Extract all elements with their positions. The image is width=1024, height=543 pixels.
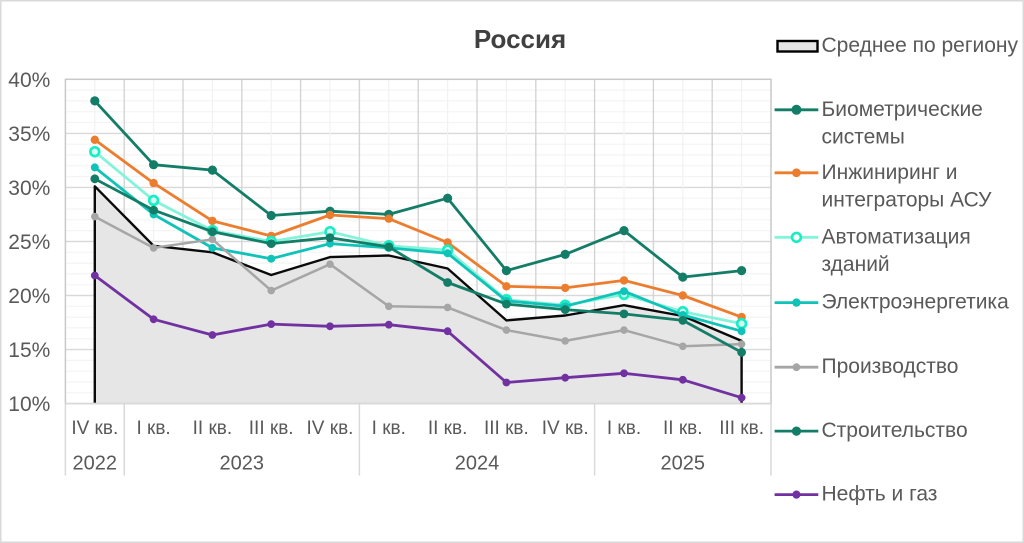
svg-text:III кв.: III кв. [719, 418, 764, 439]
svg-text:10%: 10% [8, 393, 50, 416]
svg-text:I кв.: I кв. [607, 418, 641, 439]
svg-text:IV кв.: IV кв. [71, 418, 118, 439]
svg-text:I кв.: I кв. [372, 418, 406, 439]
svg-text:Строительство: Строительство [822, 419, 968, 442]
svg-text:35%: 35% [8, 123, 50, 146]
svg-text:Автоматизация: Автоматизация [822, 225, 971, 248]
svg-text:II кв.: II кв. [193, 418, 233, 439]
svg-text:II кв.: II кв. [428, 418, 468, 439]
svg-text:системы: системы [822, 125, 905, 148]
svg-text:Инжиниринг и: Инжиниринг и [822, 161, 958, 184]
svg-text:I кв.: I кв. [136, 418, 170, 439]
svg-text:IV кв.: IV кв. [307, 418, 354, 439]
svg-text:2022: 2022 [73, 453, 118, 475]
svg-text:40%: 40% [8, 69, 50, 92]
svg-text:II кв.: II кв. [663, 418, 703, 439]
svg-text:Нефть и газ: Нефть и газ [822, 483, 938, 506]
svg-text:интеграторы АСУ: интеграторы АСУ [822, 188, 993, 211]
svg-text:15%: 15% [8, 339, 50, 362]
svg-text:Биометрические: Биометрические [822, 98, 983, 121]
svg-text:III кв.: III кв. [249, 418, 294, 439]
svg-text:20%: 20% [8, 285, 50, 308]
svg-text:Производство: Производство [822, 355, 959, 378]
svg-text:2024: 2024 [455, 453, 500, 475]
svg-text:III кв.: III кв. [484, 418, 529, 439]
svg-text:25%: 25% [8, 231, 50, 254]
svg-text:зданий: зданий [822, 253, 890, 276]
svg-text:Россия: Россия [474, 24, 566, 54]
svg-text:30%: 30% [8, 177, 50, 200]
svg-text:Электроэнергетика: Электроэнергетика [822, 291, 1010, 314]
svg-text:2025: 2025 [661, 453, 706, 475]
svg-text:IV кв.: IV кв. [542, 418, 589, 439]
svg-text:Среднее по региону: Среднее по региону [822, 34, 1019, 57]
svg-text:2023: 2023 [220, 453, 265, 475]
